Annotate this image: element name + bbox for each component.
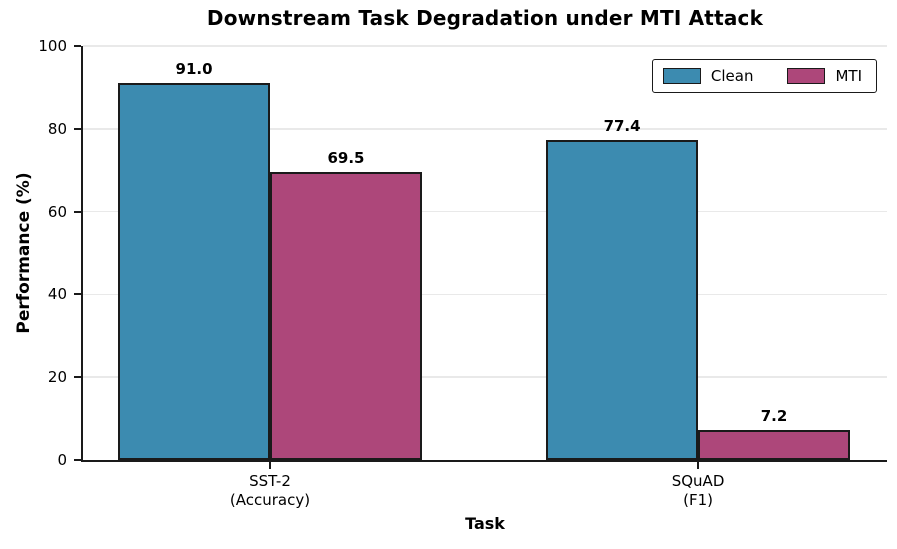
legend-swatch-clean — [662, 68, 701, 84]
y-tick-mark — [74, 376, 81, 379]
y-tick-mark — [74, 127, 81, 130]
y-tick-label: 0 — [57, 451, 67, 469]
x-tick-label: SST-2 (Accuracy) — [229, 472, 311, 509]
bar-clean-0 — [118, 83, 270, 460]
bar-clean-1 — [546, 139, 699, 460]
gridline — [83, 293, 887, 296]
y-axis-spine — [81, 46, 83, 462]
y-tick-label: 80 — [47, 119, 67, 138]
y-axis-label: Performance (%) — [14, 172, 34, 334]
x-axis-spine — [81, 460, 887, 462]
x-tick-mark — [697, 462, 700, 469]
gridline — [83, 128, 887, 130]
legend-item: Clean — [662, 67, 754, 85]
bar-value-label: 91.0 — [175, 60, 213, 79]
legend: Clean MTI — [651, 59, 877, 93]
gridline — [83, 210, 887, 213]
x-tick-mark — [269, 462, 271, 469]
y-tick-label: 20 — [47, 368, 67, 387]
bar-value-label: 69.5 — [327, 149, 365, 168]
y-tick-label: 60 — [47, 202, 67, 221]
y-tick-mark — [74, 293, 81, 296]
legend-swatch-mti — [787, 68, 826, 84]
x-axis-label: Task — [465, 514, 505, 533]
chart-title: Downstream Task Degradation under MTI At… — [206, 6, 764, 30]
legend-item: MTI — [787, 67, 862, 85]
y-tick-label: 40 — [47, 285, 67, 304]
legend-label: MTI — [835, 67, 862, 85]
y-tick-label: 100 — [38, 37, 67, 55]
bar-value-label: 7.2 — [760, 407, 788, 426]
plot-area: Clean MTI 0 20 40 60 80 100 SST-2 (Accuracy) 91.… — [38, 37, 887, 509]
bar-mti-1 — [698, 430, 850, 460]
x-tick-label: SQuAD (F1) — [671, 472, 725, 509]
bar-mti-0 — [270, 172, 422, 460]
y-tick-mark — [74, 45, 81, 47]
bar-value-label: 77.4 — [603, 116, 641, 135]
gridline — [83, 45, 887, 47]
y-tick-mark — [74, 459, 81, 461]
gridline — [83, 376, 887, 378]
legend-label: Clean — [710, 67, 754, 85]
y-tick-mark — [74, 210, 81, 213]
